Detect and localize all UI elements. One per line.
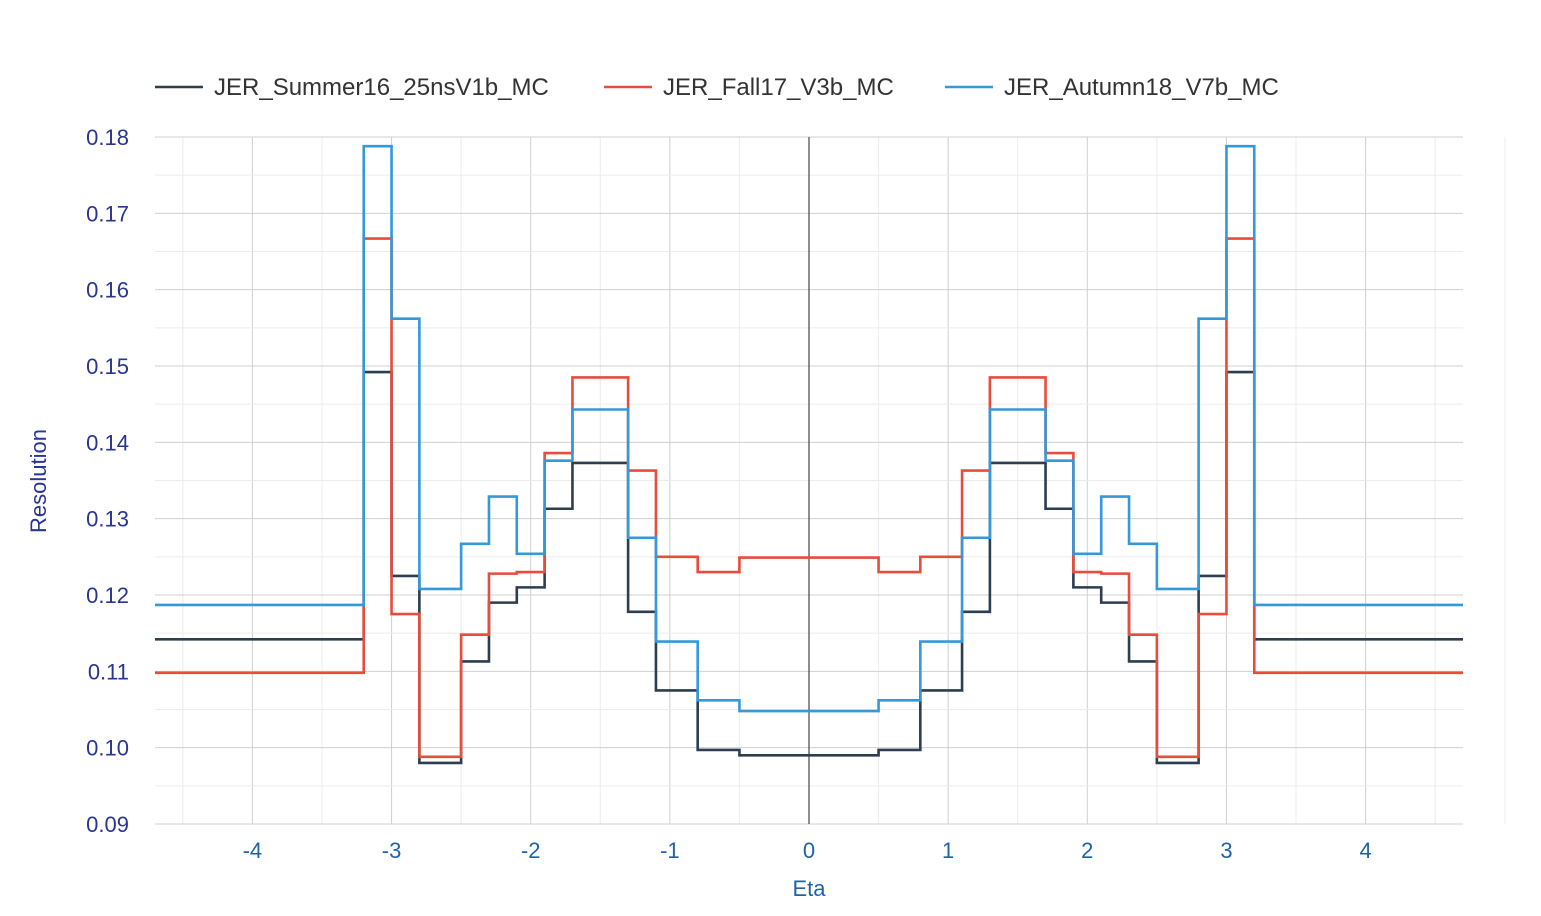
y-tick-label: 0.11: [88, 659, 129, 684]
legend-item[interactable]: JER_Fall17_V3b_MC: [604, 74, 894, 101]
legend-label: JER_Fall17_V3b_MC: [663, 74, 894, 101]
x-axis-title: Eta: [792, 876, 826, 901]
x-tick-label: -4: [243, 838, 263, 863]
y-tick-label: 0.12: [86, 583, 129, 608]
legend[interactable]: JER_Summer16_25nsV1b_MC JER_Fall17_V3b_MC…: [155, 74, 1279, 101]
x-tick-label: -2: [521, 838, 541, 863]
y-tick-label: 0.10: [86, 736, 129, 761]
x-tick-label: 2: [1081, 838, 1093, 863]
x-tick-label: -1: [660, 838, 680, 863]
legend-item[interactable]: JER_Summer16_25nsV1b_MC: [155, 74, 549, 101]
x-tick-label: 1: [942, 838, 954, 863]
legend-item[interactable]: JER_Autumn18_V7b_MC: [945, 74, 1279, 101]
y-tick-label: 0.18: [86, 125, 129, 150]
legend-label: JER_Summer16_25nsV1b_MC: [214, 74, 549, 101]
series-line-3[interactable]: [155, 144, 1463, 713]
y-tick-label: 0.09: [86, 812, 129, 837]
x-tick-label: 4: [1359, 838, 1371, 863]
y-tick-label: 0.13: [86, 507, 129, 532]
grid: [155, 136, 1506, 825]
x-tick-label: 3: [1220, 838, 1232, 863]
series-layer: [155, 144, 1463, 765]
y-tick-label: 0.17: [86, 201, 129, 226]
x-tick-label: -3: [382, 838, 402, 863]
y-tick-label: 0.16: [86, 278, 129, 303]
x-tick-label: 0: [803, 838, 815, 863]
y-tick-label: 0.15: [86, 354, 129, 379]
y-axis-ticks: 0.09 0.10 0.11 0.12 0.13 0.14 0.15 0.16 0.17 0.18: [86, 125, 129, 837]
series-line-2[interactable]: [155, 237, 1463, 759]
series-line-1[interactable]: [155, 370, 1463, 765]
legend-label: JER_Autumn18_V7b_MC: [1004, 74, 1279, 101]
x-axis-ticks: -4 -3 -2 -1 0 1 2 3 4: [243, 838, 1372, 863]
y-axis-title: Resolution: [26, 429, 51, 533]
y-tick-label: 0.14: [86, 430, 129, 455]
